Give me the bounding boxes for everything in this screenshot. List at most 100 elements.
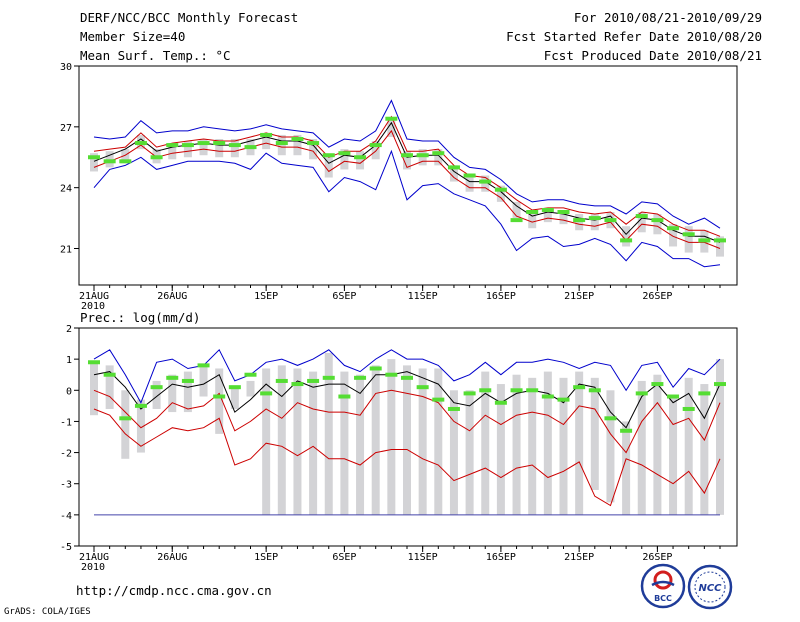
series-max-line (93, 99, 721, 229)
ensemble-box (340, 371, 349, 515)
median-marker (197, 141, 210, 146)
median-marker (635, 214, 648, 219)
median-marker (463, 391, 476, 396)
median-marker (479, 179, 492, 184)
median-marker (401, 375, 413, 380)
median-marker (213, 394, 226, 399)
median-marker (494, 400, 507, 405)
ensemble-box (309, 371, 318, 515)
median-marker (338, 394, 351, 399)
median-marker (307, 141, 320, 146)
median-marker (354, 375, 367, 380)
median-marker (416, 153, 429, 158)
forecast-range: For 2010/08/21-2010/09/29 (574, 10, 762, 25)
series-p90-line (93, 115, 721, 237)
ensemble-box (590, 377, 599, 490)
ensemble-box (669, 396, 678, 515)
median-marker (150, 155, 163, 160)
median-marker (244, 372, 257, 377)
median-marker (416, 385, 429, 390)
ensemble-box (622, 421, 631, 515)
ensemble-box (277, 134, 286, 156)
ensemble-box (684, 377, 693, 515)
ensemble-box (230, 387, 239, 409)
y-tick-label: 30 (60, 62, 72, 73)
member-size: Member Size=40 (80, 29, 185, 44)
ensemble-box (387, 359, 396, 515)
ensemble-box (152, 380, 161, 409)
plot-frame (78, 327, 738, 547)
ensemble-box (622, 226, 631, 247)
ensemble-box (105, 151, 114, 168)
footer-url[interactable]: http://cmdp.ncc.cma.gov.cn (76, 583, 272, 598)
ensemble-box (371, 365, 380, 515)
median-marker (447, 406, 460, 411)
ensemble-box (575, 214, 584, 231)
median-marker (369, 143, 382, 148)
median-marker (338, 151, 351, 156)
forecast-produced-date: Fcst Produced Date 2010/08/21 (544, 48, 762, 63)
x-tick-label: 1SEP (254, 291, 278, 302)
median-marker (134, 141, 147, 146)
median-marker (557, 397, 570, 402)
median-marker (260, 391, 273, 396)
ensemble-box (215, 368, 224, 434)
ensemble-box (183, 371, 192, 413)
ensemble-box (230, 139, 239, 158)
ensemble-box (105, 365, 114, 409)
median-marker (714, 238, 726, 243)
y-tick-label: -1 (60, 417, 72, 428)
ensemble-box (340, 149, 349, 170)
median-marker (181, 143, 194, 148)
ensemble-box (528, 212, 537, 229)
y-tick-label: -5 (60, 542, 72, 553)
median-marker (651, 218, 664, 223)
ensemble-box (371, 141, 380, 160)
ensemble-box (199, 139, 208, 156)
plot-frame (78, 65, 738, 286)
median-marker (166, 143, 179, 148)
ensemble-box (449, 390, 458, 515)
median-marker (181, 378, 194, 383)
median-marker (244, 145, 257, 150)
median-marker (479, 388, 492, 393)
median-marker (698, 238, 711, 243)
median-marker (541, 207, 554, 212)
y-tick-label: 2 (66, 324, 72, 335)
median-marker (291, 137, 304, 141)
median-marker (275, 141, 288, 146)
median-marker (228, 385, 241, 390)
median-marker (682, 232, 695, 237)
x-tick-label: 21AUG (79, 291, 109, 302)
median-marker (604, 218, 617, 223)
median-marker (307, 378, 320, 383)
ensemble-box (387, 118, 396, 137)
ensemble-box (653, 214, 662, 235)
ensemble-box (293, 368, 302, 515)
ensemble-box (168, 143, 177, 160)
x-tick-label: 21AUG (79, 552, 109, 563)
median-marker (510, 218, 523, 223)
median-marker (604, 416, 617, 421)
series-min-line (93, 149, 721, 268)
variable-label: Mean Surf. Temp.: °C (80, 48, 231, 63)
median-marker (260, 132, 273, 137)
ensemble-box (262, 368, 271, 515)
median-marker (197, 363, 210, 368)
x-tick-label: 26AUG (157, 291, 187, 302)
median-marker (651, 382, 664, 387)
ensemble-box (324, 352, 333, 515)
ensemble-box (403, 151, 411, 170)
ensemble-box (528, 377, 537, 515)
median-marker (88, 360, 100, 365)
ensemble-box (637, 212, 646, 233)
median-marker (432, 397, 445, 402)
median-marker (103, 372, 116, 377)
ensemble-box (559, 377, 568, 515)
bcc-logo: BCC (640, 563, 686, 609)
x-tick-label: 1SEP (254, 552, 278, 563)
y-tick-label: -2 (60, 449, 72, 460)
median-marker (635, 391, 648, 396)
